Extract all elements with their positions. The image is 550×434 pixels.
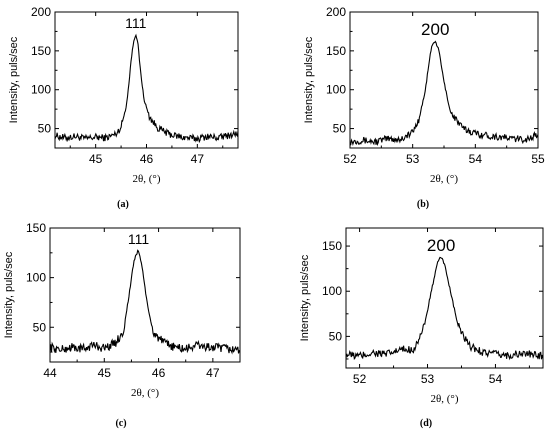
x-axis-label: 2θ, (°): [133, 173, 161, 185]
series-line: [54, 33, 239, 144]
panel-caption: (b): [417, 199, 429, 210]
y-tick-label: 50: [333, 122, 347, 136]
x-tick-label: 46: [140, 152, 154, 166]
y-tick-label: 200: [326, 5, 346, 19]
x-axis-label: 2θ, (°): [131, 387, 159, 399]
series-line: [349, 40, 539, 147]
x-axis-label: 2θ, (°): [431, 393, 459, 405]
x-tick-label: 47: [206, 366, 220, 380]
chart-panel-c: 44 45 46 47 50 100 150 Intensity, puls/sec 2θ, (…: [3, 221, 241, 429]
x-tick-label: 52: [343, 152, 357, 166]
x-tick-label: 54: [469, 152, 483, 166]
plot-frame: [345, 227, 544, 369]
y-tick-label: 100: [31, 83, 51, 97]
y-tick-label: 150: [31, 44, 51, 58]
peak-label: 111: [125, 15, 146, 31]
panel-caption: (c): [115, 418, 126, 429]
chart-panel-b: 52 53 54 55 50 100 150 200 Intensity, puls/sec 2θ…: [303, 5, 545, 210]
y-tick-label: 50: [33, 320, 47, 334]
x-tick-label: 47: [191, 152, 205, 166]
panel-caption: (a): [117, 199, 129, 210]
y-tick-label: 100: [322, 284, 342, 298]
y-tick-label: 50: [329, 329, 343, 343]
plot-frame: [49, 227, 241, 363]
x-tick-label: 46: [152, 366, 166, 380]
y-axis-label: Intensity, puls/sec: [303, 36, 315, 123]
y-tick-label: 150: [26, 221, 46, 235]
chart-panel-a: 45 46 47 50 100 150 200 Intensity, puls/sec 2θ, …: [8, 5, 239, 210]
y-tick-label: 100: [326, 83, 346, 97]
plot-frame: [54, 11, 239, 149]
x-tick-label: 55: [531, 152, 545, 166]
panel-caption: (d): [420, 418, 432, 429]
chart-panel-d: 52 53 54 50 100 150 Intensity, puls/sec 2θ, (°)…: [299, 227, 544, 429]
y-axis-label: Intensity, puls/sec: [3, 251, 15, 338]
y-tick-label: 150: [326, 44, 346, 58]
peak-label: 200: [427, 236, 455, 255]
x-tick-label: 45: [98, 366, 112, 380]
y-axis-label: Intensity, puls/sec: [8, 36, 20, 123]
y-tick-label: 50: [38, 122, 52, 136]
x-tick-label: 53: [421, 372, 435, 386]
peak-label: 111: [128, 231, 149, 247]
y-tick-label: 200: [31, 5, 51, 19]
x-axis-label: 2θ, (°): [430, 173, 458, 185]
y-tick-label: 100: [26, 271, 46, 285]
series-line: [49, 249, 241, 355]
x-tick-label: 45: [89, 152, 103, 166]
x-tick-label: 53: [406, 152, 420, 166]
y-tick-label: 150: [322, 239, 342, 253]
x-tick-label: 52: [353, 372, 367, 386]
x-tick-label: 44: [43, 366, 57, 380]
y-axis-label: Intensity, puls/sec: [299, 254, 311, 341]
x-tick-label: 54: [489, 372, 503, 386]
series-line: [345, 256, 544, 361]
peak-label: 200: [421, 20, 449, 39]
